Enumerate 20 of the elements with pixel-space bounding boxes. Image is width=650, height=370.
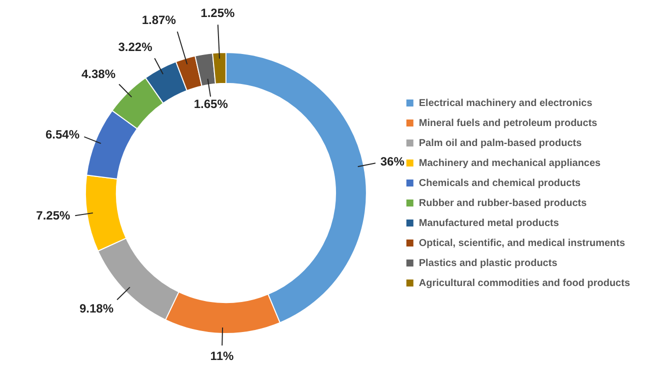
legend-label: Palm oil and palm-based products <box>418 138 582 149</box>
legend-label: Optical, scientific, and medical instruments <box>418 238 626 249</box>
legend-label: Mineral fuels and petroleum products <box>418 118 598 129</box>
data-label: 9.18% <box>79 302 114 316</box>
data-label: 4.38% <box>82 66 116 81</box>
data-label: 36% <box>380 154 405 168</box>
data-label: 6.54% <box>45 127 80 142</box>
data-label: 1.25% <box>200 6 236 20</box>
data-label: 1.65% <box>194 96 228 111</box>
data-label: 1.87% <box>142 13 176 28</box>
legend-label: Electrical machinery and electronics <box>418 98 593 109</box>
legend-label: Manufactured metal products <box>418 218 560 229</box>
data-label: 3.22% <box>118 40 153 54</box>
data-label: 11% <box>210 348 234 363</box>
data-label: 7.25% <box>36 208 71 223</box>
legend-label: Machinery and mechanical appliances <box>418 158 602 169</box>
legend-label: Agricultural commodities and food products <box>418 278 630 289</box>
legend-label: Chemicals and chemical products <box>418 178 582 189</box>
legend-label: Plastics and plastic products <box>418 258 558 269</box>
legend-label: Rubber and rubber-based products <box>418 198 588 209</box>
